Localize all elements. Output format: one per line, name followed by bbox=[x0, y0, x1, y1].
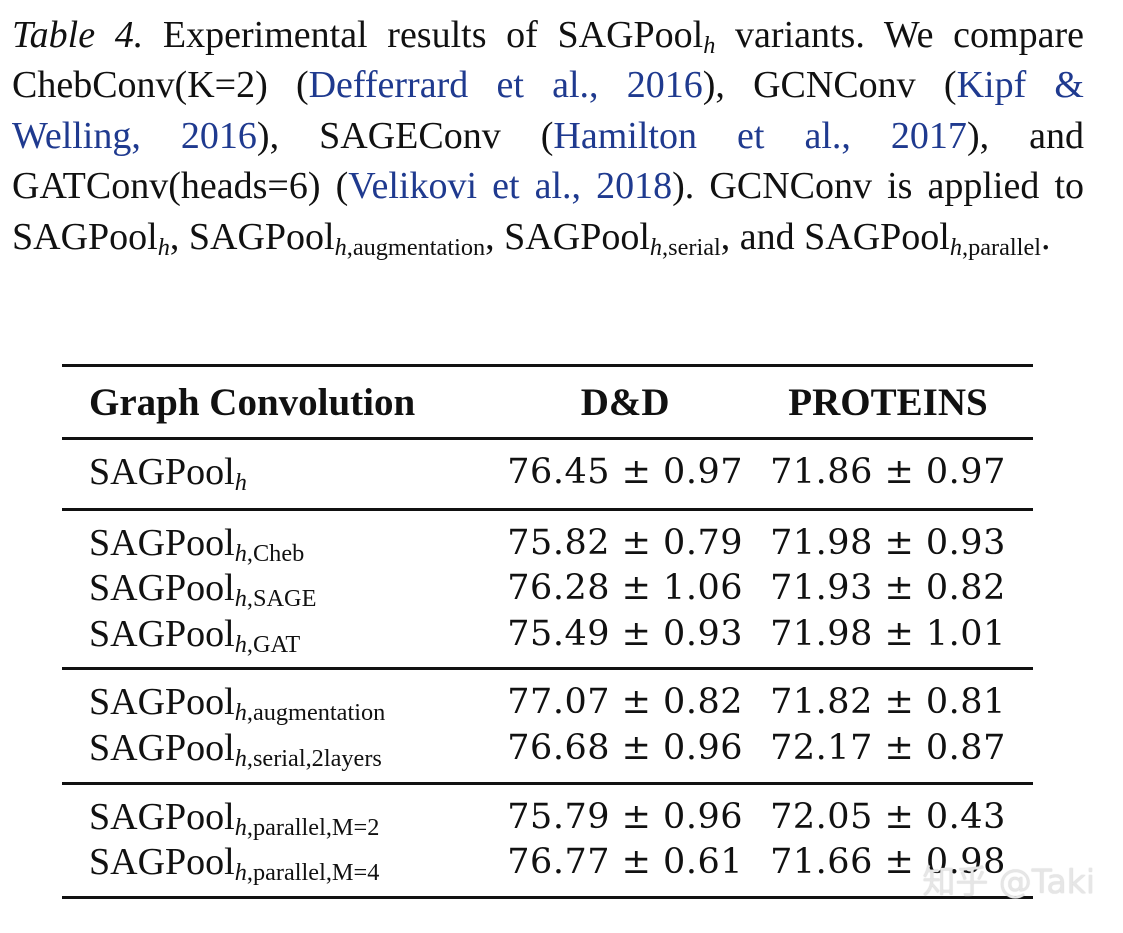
method-name: SAGPoolh,parallel,M=4 bbox=[89, 841, 380, 887]
header-proteins: PROTEINS bbox=[788, 380, 988, 424]
proteins-value: 71.82 ± 0.81 bbox=[770, 682, 1006, 723]
caption-subscript: h bbox=[703, 32, 716, 60]
caption-subscript: h bbox=[649, 233, 663, 261]
table-row: SAGPoolh,parallel,M=2 75.79 ± 0.96 72.05… bbox=[62, 783, 1033, 840]
table-row: SAGPoolh,augmentation 77.07 ± 0.82 71.82… bbox=[62, 669, 1033, 726]
table-row: SAGPoolh 76.45 ± 0.97 71.86 ± 0.97 bbox=[62, 439, 1033, 510]
caption-subscript: ,serial bbox=[662, 233, 721, 261]
caption-label: Table 4. bbox=[12, 14, 144, 56]
caption-subscript: ,augmentation bbox=[346, 233, 486, 261]
table-row: SAGPoolh,serial,2layers 76.68 ± 0.96 72.… bbox=[62, 726, 1033, 783]
dd-value: 76.68 ± 0.96 bbox=[507, 727, 743, 768]
dd-value: 77.07 ± 0.82 bbox=[507, 682, 743, 723]
caption-text: variants. We compare ChebConv(K=2) ( bbox=[12, 14, 1084, 107]
proteins-value: 71.86 ± 0.97 bbox=[770, 452, 1006, 492]
caption-subscript: h bbox=[949, 233, 963, 261]
caption-text: , SAGPool bbox=[485, 215, 650, 258]
dd-value: 75.82 ± 0.79 bbox=[507, 522, 743, 563]
header-graph-convolution: Graph Convolution bbox=[89, 380, 416, 424]
method-name: SAGPoolh,GAT bbox=[89, 612, 301, 658]
row-group: SAGPoolh,Cheb 75.82 ± 0.79 71.98 ± 0.93 … bbox=[62, 509, 1033, 669]
caption-subscript: ,parallel bbox=[962, 233, 1041, 261]
proteins-value: 72.05 ± 0.43 bbox=[770, 796, 1006, 837]
row-group: SAGPoolh,parallel,M=2 75.79 ± 0.96 72.05… bbox=[62, 783, 1033, 898]
caption-text: ), SAGEConv ( bbox=[256, 114, 554, 157]
method-name: SAGPoolh,parallel,M=2 bbox=[89, 795, 380, 841]
citation-link[interactable]: Hamilton et al., 2017 bbox=[553, 114, 967, 157]
dd-value: 76.28 ± 1.06 bbox=[507, 568, 743, 609]
dd-value: 76.77 ± 0.61 bbox=[507, 842, 743, 883]
dd-value: 75.79 ± 0.96 bbox=[507, 796, 743, 837]
dd-value: 76.45 ± 0.97 bbox=[507, 452, 743, 492]
proteins-value: 71.66 ± 0.98 bbox=[770, 842, 1006, 883]
proteins-value: 71.98 ± 1.01 bbox=[770, 613, 1006, 654]
table-row: SAGPoolh,SAGE 76.28 ± 1.06 71.93 ± 0.82 bbox=[62, 566, 1033, 612]
header-dd: D&D bbox=[580, 380, 670, 424]
caption-text: ), GCNConv ( bbox=[702, 64, 957, 107]
caption-text: , and SAGPool bbox=[720, 215, 950, 258]
caption-text: . bbox=[1040, 215, 1051, 258]
table-row: SAGPoolh,parallel,M=4 76.77 ± 0.61 71.66… bbox=[62, 840, 1033, 897]
citation-link[interactable]: Defferrard et al., 2016 bbox=[308, 64, 703, 107]
table-row: SAGPoolh,Cheb 75.82 ± 0.79 71.98 ± 0.93 bbox=[62, 509, 1033, 566]
proteins-value: 71.93 ± 0.82 bbox=[770, 568, 1006, 609]
table-header-row: Graph Convolution D&D PROTEINS bbox=[62, 365, 1033, 439]
table-caption: Table 4. Experimental results of SAGPool… bbox=[12, 10, 1084, 262]
table-row: SAGPoolh,GAT 75.49 ± 0.93 71.98 ± 1.01 bbox=[62, 612, 1033, 669]
proteins-value: 71.98 ± 0.93 bbox=[770, 522, 1006, 563]
results-table: Graph Convolution D&D PROTEINS SAGPoolh … bbox=[62, 364, 1033, 899]
method-name: SAGPoolh,augmentation bbox=[89, 681, 386, 727]
method-name: SAGPoolh,Cheb bbox=[89, 521, 305, 567]
proteins-value: 72.17 ± 0.87 bbox=[770, 727, 1006, 768]
method-name: SAGPoolh bbox=[89, 451, 247, 497]
caption-text: ), and GATConv(heads=6) ( bbox=[12, 114, 1085, 208]
row-group: SAGPoolh,augmentation 77.07 ± 0.82 71.82… bbox=[62, 669, 1033, 784]
row-group: SAGPoolh 76.45 ± 0.97 71.86 ± 0.97 bbox=[62, 439, 1033, 510]
caption-text: Experimental results of SAGPool bbox=[143, 14, 704, 56]
citation-link[interactable]: Velikovi et al., 2018 bbox=[348, 165, 673, 208]
caption-text: , SAGPool bbox=[169, 215, 335, 258]
caption-subscript: h bbox=[334, 233, 347, 261]
citation-link[interactable]: Kipf & Welling, 2016 bbox=[12, 64, 1084, 157]
method-name: SAGPoolh,serial,2layers bbox=[89, 726, 382, 773]
dd-value: 75.49 ± 0.93 bbox=[507, 613, 743, 654]
method-name: SAGPoolh,SAGE bbox=[89, 567, 317, 613]
watermark: 知乎 @Taki bbox=[922, 862, 1095, 901]
caption-subscript: h bbox=[157, 233, 170, 261]
caption-text: ). GCNConv is applied to SAGPool bbox=[12, 165, 1085, 258]
